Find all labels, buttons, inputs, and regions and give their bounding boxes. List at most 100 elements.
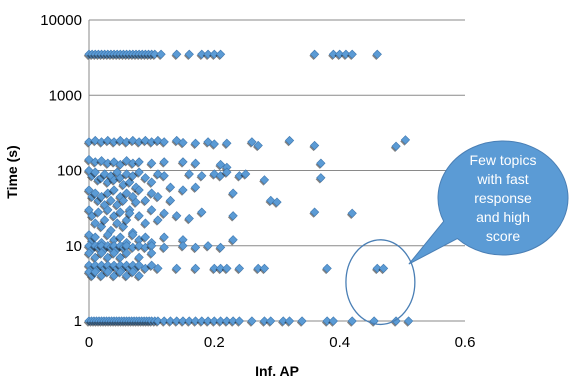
data-point — [215, 49, 226, 59]
data-point — [109, 157, 119, 167]
data-point — [190, 138, 201, 148]
data-point — [391, 141, 401, 151]
data-point — [153, 263, 163, 274]
x-tick-labels: 0 0.2 0.4 0.6 — [85, 334, 476, 351]
data-point — [131, 197, 141, 207]
x-tick-label: 0 — [85, 334, 93, 351]
data-point — [284, 316, 295, 326]
data-point — [328, 49, 339, 59]
callout-text: Few topics with fast response and high score — [470, 152, 537, 244]
data-point — [134, 167, 144, 177]
callout-line: response — [474, 190, 532, 206]
data-point — [147, 158, 157, 168]
data-point — [140, 218, 151, 228]
data-point — [128, 135, 138, 146]
data-point — [147, 260, 157, 270]
data-point — [203, 49, 213, 59]
data-point — [147, 205, 157, 215]
data-point — [178, 137, 188, 148]
data-point — [222, 263, 232, 274]
data-point — [372, 263, 382, 274]
x-tick-label: 0.6 — [455, 334, 476, 351]
data-point — [134, 260, 144, 270]
data-point — [228, 235, 238, 245]
data-point — [103, 230, 113, 240]
data-point — [347, 208, 357, 218]
data-point — [309, 207, 320, 217]
data-point — [96, 248, 107, 258]
data-point — [215, 263, 226, 274]
data-point — [178, 157, 188, 167]
data-point — [103, 267, 113, 277]
data-point — [378, 263, 389, 274]
data-point — [147, 177, 157, 187]
data-point — [147, 248, 157, 258]
data-point — [253, 140, 263, 151]
x-axis-label: Inf. AP — [255, 363, 299, 379]
data-point — [121, 248, 132, 258]
data-point — [203, 137, 213, 147]
callout-bubble — [408, 140, 569, 265]
y-axis-label: Time (s) — [4, 145, 20, 198]
data-point — [159, 316, 169, 326]
y-tick-label: 10000 — [40, 12, 82, 29]
y-tick-label: 1 — [74, 313, 82, 330]
data-point — [121, 188, 132, 198]
data-point — [284, 135, 295, 146]
data-point — [241, 169, 251, 179]
data-point — [197, 207, 207, 217]
data-point — [90, 188, 100, 198]
data-point — [125, 208, 135, 218]
data-point — [184, 316, 194, 326]
data-point — [184, 213, 194, 224]
data-point — [335, 49, 345, 59]
data-point — [165, 195, 176, 206]
data-point — [140, 195, 151, 206]
data-point — [209, 263, 219, 274]
callout-line: score — [486, 228, 520, 244]
data-point — [234, 263, 245, 274]
y-tick-label: 1000 — [49, 87, 82, 104]
data-point — [222, 316, 232, 326]
data-point — [150, 49, 160, 59]
highlight-ellipse — [345, 239, 416, 326]
data-point — [309, 49, 320, 59]
data-point — [153, 191, 163, 202]
data-point — [106, 195, 116, 206]
callout-line: and high — [476, 209, 530, 225]
data-point — [215, 242, 226, 253]
data-point — [247, 316, 257, 326]
data-point — [197, 49, 207, 59]
data-point — [147, 188, 157, 198]
data-point — [172, 211, 182, 221]
data-point — [259, 316, 270, 326]
data-point — [84, 248, 94, 258]
data-point — [90, 167, 100, 177]
data-point — [259, 263, 270, 274]
data-point — [140, 173, 151, 183]
data-point — [100, 169, 110, 179]
data-point — [259, 175, 270, 185]
data-point — [403, 316, 414, 326]
data-point — [115, 267, 125, 277]
data-point — [266, 316, 276, 326]
data-point — [316, 173, 326, 183]
callout-line: Few topics — [470, 152, 537, 168]
data-points — [83, 49, 414, 327]
data-point — [90, 267, 100, 277]
data-point — [347, 49, 357, 59]
x-tick-label: 0.4 — [329, 334, 350, 351]
data-point — [165, 182, 176, 192]
data-point — [278, 316, 288, 326]
data-point — [184, 49, 194, 59]
data-point — [115, 207, 125, 217]
data-point — [309, 140, 320, 151]
data-point — [190, 182, 201, 192]
data-point — [153, 215, 163, 225]
data-point — [109, 248, 119, 258]
data-point — [190, 158, 201, 168]
data-point — [118, 195, 129, 206]
data-point — [159, 208, 169, 218]
data-point — [391, 316, 401, 326]
